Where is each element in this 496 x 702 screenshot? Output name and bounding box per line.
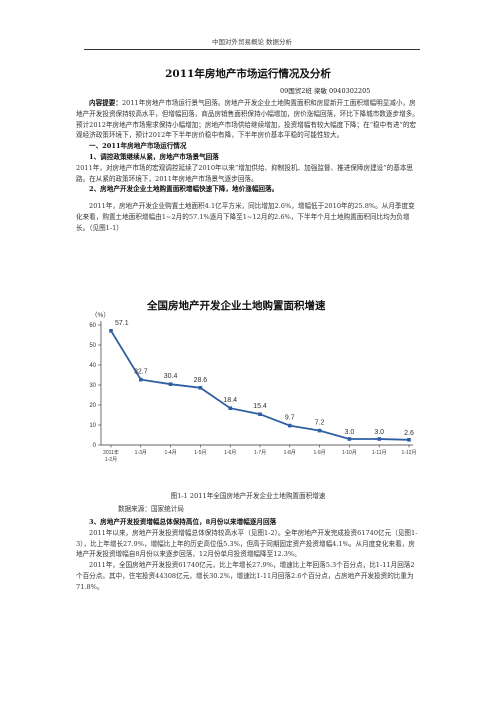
- land-purchase-chart: 全国房地产开发企业土地购置面积增速 （%） 0 10 20 30 40 50 60 2011年…: [77, 295, 423, 467]
- y-tick-label: 20: [89, 403, 96, 409]
- data-label: 7.2: [315, 420, 325, 427]
- subheading-1: 1、调控政策继续从紧，房地产市场景气回落: [89, 152, 219, 161]
- data-label: 3.0: [345, 429, 355, 436]
- data-point: [347, 437, 352, 441]
- data-point: [377, 437, 381, 441]
- abstract: 内容提要：2011年房地产市场运行景气回落。房地产开发企业土地购置面积和房屋新开…: [76, 98, 421, 141]
- paragraph-4: 2011年，全国房地产开发投资61740亿元，比上年增长27.9%，增速比上年回…: [76, 561, 415, 591]
- y-tick-label: 10: [89, 423, 96, 429]
- chart-title: 全国房地产开发企业土地购置面积增速: [146, 299, 326, 312]
- section-heading-1: 一、2011年房地产市场运行情况: [89, 142, 187, 151]
- figure-caption: 图1-1 2011年全国房地产开发企业土地购置面积增速: [170, 492, 326, 500]
- page-header: 中国对外贸易概论 数据分析: [84, 36, 420, 50]
- y-tick-label: 60: [89, 323, 96, 329]
- data-point: [228, 406, 232, 410]
- x-tick-label: 1-7月: [254, 450, 266, 456]
- data-label: 57.1: [115, 320, 129, 327]
- paragraph-3: 2011年以来，房地产开发投资增幅总体保持较高水平（见图1-2）。全年房地产开发…: [76, 528, 418, 559]
- x-tick-label: 1-10月: [342, 450, 357, 456]
- chart-svg: 全国房地产开发企业土地购置面积增速 （%） 0 10 20 30 40 50 60 2011年…: [89, 299, 416, 463]
- x-tick-label: 1-6月: [224, 450, 236, 456]
- chart-y-unit: （%）: [91, 311, 110, 319]
- body-top: 内容提要：2011年房地产市场运行景气回落。房地产开发企业土地购置面积和房屋新开…: [76, 98, 421, 234]
- data-label: 28.6: [194, 377, 208, 384]
- paragraph-2: 2011年，房地产开发企业购置土地面积4.1亿平方米，同比增加2.6%，增幅低于…: [76, 202, 415, 232]
- x-tick-label: 1-12月: [401, 450, 416, 456]
- x-tick-label: 1-9月: [313, 450, 325, 456]
- data-label: 2.6: [404, 430, 414, 437]
- body-bottom: 3、房地产开发投资增幅总体保持高位，8月份以来增幅逐月回落 2011年以来，房地…: [76, 517, 421, 593]
- document-title: 2011年房地产市场运行情况及分析: [165, 68, 331, 80]
- data-point: [168, 382, 173, 386]
- y-tick-label: 40: [89, 363, 96, 369]
- data-label: 3.0: [374, 429, 384, 436]
- y-tick-label: 0: [93, 443, 97, 449]
- data-label: 9.7: [285, 415, 295, 422]
- author-line: 09国贸2班 梁敏 0940302205: [280, 87, 371, 95]
- data-label: 32.7: [134, 369, 148, 376]
- abstract-label: 内容提要：: [89, 99, 122, 107]
- data-point: [288, 423, 292, 428]
- paragraph-1: 2011年，对房地产市场的宏观调控延续了2010年以来“增加供给、抑制投机、加强…: [76, 163, 414, 183]
- data-label: 18.4: [223, 397, 237, 404]
- data-point: [407, 438, 411, 442]
- data-label: 15.4: [253, 403, 267, 410]
- data-point: [258, 412, 262, 416]
- data-label: 30.4: [164, 373, 178, 380]
- data-point: [198, 386, 203, 390]
- data-point: [109, 329, 113, 333]
- x-tick-label: 1-3月: [135, 450, 147, 456]
- data-point: [139, 377, 143, 382]
- y-tick-label: 50: [89, 343, 96, 349]
- x-tick-label: 1-5月: [194, 450, 206, 456]
- x-tick-label: 2011年: [103, 449, 119, 456]
- x-tick-label: 1-4月: [164, 450, 176, 456]
- x-tick-label: 1-11月: [372, 450, 387, 456]
- x-tick-label: 1-8月: [284, 450, 296, 456]
- x-tick-label: 1-2月: [105, 457, 117, 463]
- y-tick-label: 30: [89, 383, 96, 389]
- figure-source: 数据来源：国家统计局: [118, 505, 184, 513]
- series-line: [110, 330, 410, 441]
- subheading-3: 3、房地产开发投资增幅总体保持高位，8月份以来增幅逐月回落: [89, 518, 277, 526]
- data-point: [317, 428, 322, 433]
- abstract-text: 2011年房地产市场运行景气回落。房地产开发企业土地购置面积和房屋新开工面积增幅…: [76, 99, 419, 140]
- subheading-2: 2、房地产开发企业土地购置面积增幅快速下降，地价涨幅回落。: [89, 185, 279, 194]
